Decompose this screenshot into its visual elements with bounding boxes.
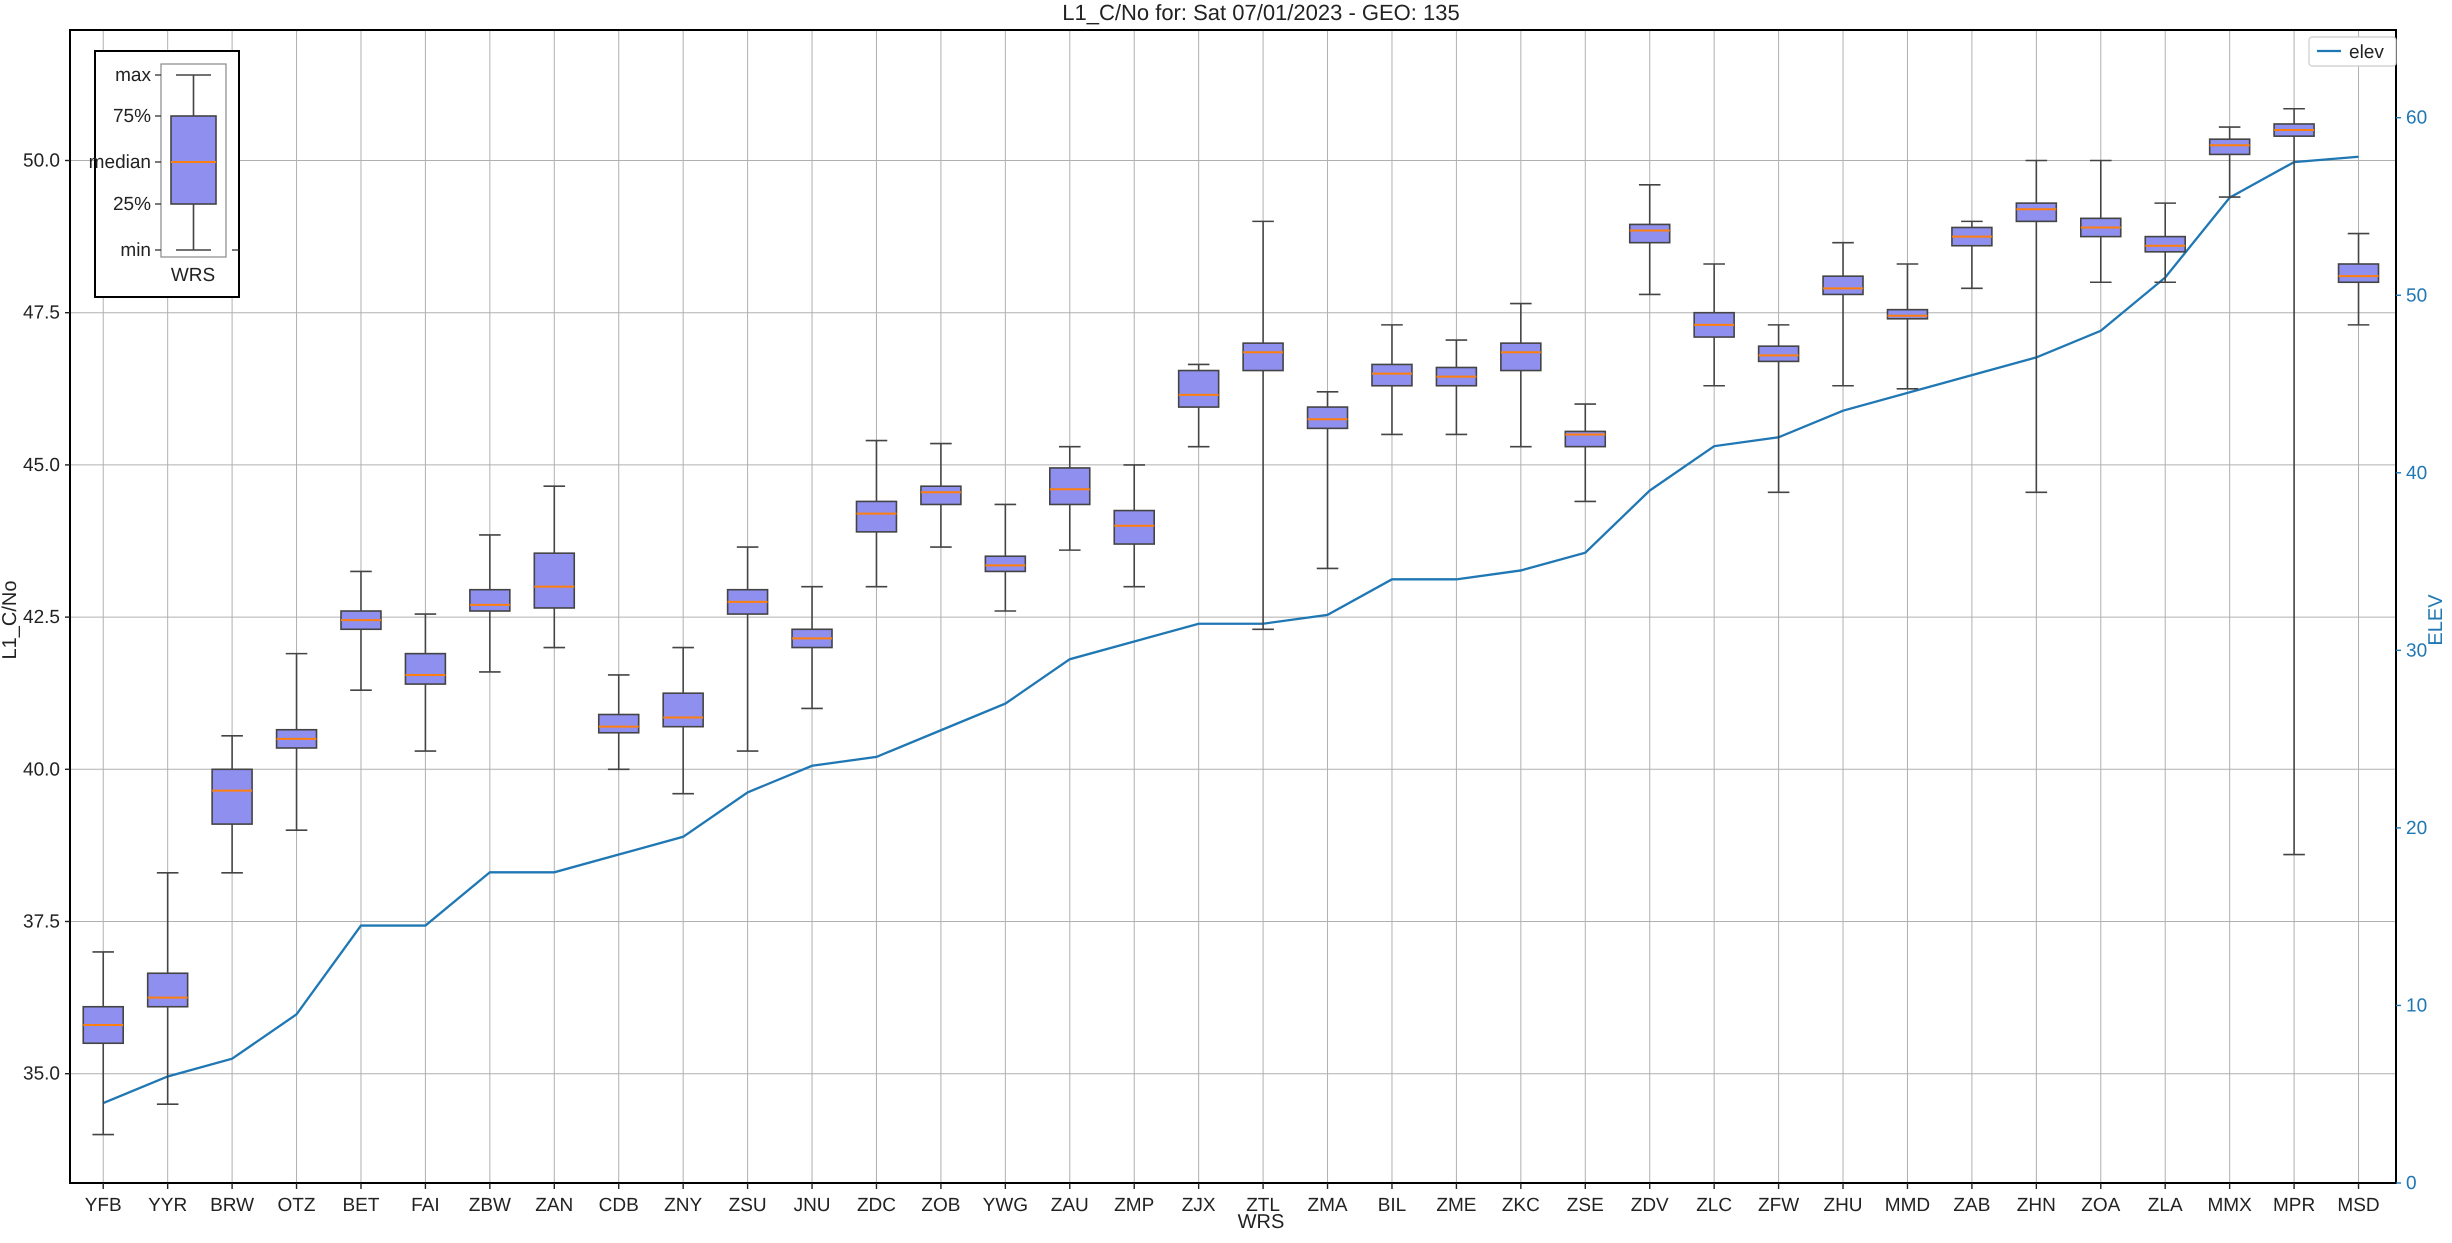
svg-text:YFB: YFB [85, 1195, 122, 1216]
svg-text:50: 50 [2406, 285, 2427, 306]
svg-text:min: min [120, 240, 151, 261]
svg-text:ZSE: ZSE [1567, 1195, 1604, 1216]
svg-text:ZLA: ZLA [2148, 1195, 2183, 1216]
svg-text:ZSU: ZSU [729, 1195, 767, 1216]
svg-text:0: 0 [2406, 1173, 2417, 1194]
svg-text:L1_C/No for: Sat 07/01/2023 -: L1_C/No for: Sat 07/01/2023 - GEO: 135 [1062, 0, 1459, 25]
svg-text:BET: BET [343, 1195, 380, 1216]
svg-text:ZOB: ZOB [921, 1195, 960, 1216]
svg-text:ZBW: ZBW [469, 1195, 511, 1216]
svg-text:BRW: BRW [210, 1195, 254, 1216]
svg-text:37.5: 37.5 [23, 912, 60, 933]
svg-text:20: 20 [2406, 818, 2427, 839]
svg-text:ZOA: ZOA [2081, 1195, 2120, 1216]
svg-text:median: median [89, 152, 151, 173]
svg-text:ZAU: ZAU [1051, 1195, 1089, 1216]
svg-text:ZMP: ZMP [1114, 1195, 1154, 1216]
svg-text:40: 40 [2406, 463, 2427, 484]
svg-text:FAI: FAI [411, 1195, 440, 1216]
svg-text:MMD: MMD [1885, 1195, 1930, 1216]
svg-text:30: 30 [2406, 640, 2427, 661]
svg-text:50.0: 50.0 [23, 151, 60, 172]
svg-text:ZNY: ZNY [664, 1195, 702, 1216]
svg-text:60: 60 [2406, 108, 2427, 129]
svg-text:WRS: WRS [171, 265, 215, 286]
svg-text:YYR: YYR [148, 1195, 187, 1216]
svg-text:ZAB: ZAB [1953, 1195, 1990, 1216]
svg-text:MPR: MPR [2273, 1195, 2315, 1216]
svg-text:10: 10 [2406, 995, 2427, 1016]
svg-text:ZHU: ZHU [1823, 1195, 1862, 1216]
svg-text:47.5: 47.5 [23, 303, 60, 324]
svg-text:CDB: CDB [599, 1195, 639, 1216]
svg-text:ELEV: ELEV [2425, 594, 2447, 646]
svg-text:MSD: MSD [2337, 1195, 2379, 1216]
svg-text:ZHN: ZHN [2017, 1195, 2056, 1216]
svg-text:max: max [115, 65, 151, 86]
svg-text:35.0: 35.0 [23, 1064, 60, 1085]
svg-text:WRS: WRS [1238, 1211, 1285, 1233]
svg-text:ZMA: ZMA [1307, 1195, 1347, 1216]
svg-text:ZDC: ZDC [857, 1195, 896, 1216]
svg-text:MMX: MMX [2207, 1195, 2252, 1216]
svg-text:L1_C/No: L1_C/No [0, 581, 21, 660]
svg-text:ZME: ZME [1436, 1195, 1476, 1216]
svg-text:OTZ: OTZ [278, 1195, 316, 1216]
svg-text:ZJX: ZJX [1182, 1195, 1216, 1216]
svg-text:ZDV: ZDV [1631, 1195, 1669, 1216]
svg-text:40.0: 40.0 [23, 759, 60, 780]
svg-text:75%: 75% [113, 106, 151, 127]
svg-text:25%: 25% [113, 194, 151, 215]
svg-text:45.0: 45.0 [23, 455, 60, 476]
svg-text:JNU: JNU [794, 1195, 831, 1216]
svg-text:YWG: YWG [983, 1195, 1028, 1216]
svg-text:42.5: 42.5 [23, 607, 60, 628]
svg-text:ZKC: ZKC [1502, 1195, 1540, 1216]
svg-text:BIL: BIL [1378, 1195, 1407, 1216]
svg-text:elev: elev [2349, 42, 2384, 63]
svg-text:ZFW: ZFW [1758, 1195, 1799, 1216]
svg-text:ZLC: ZLC [1696, 1195, 1732, 1216]
svg-text:ZAN: ZAN [535, 1195, 573, 1216]
